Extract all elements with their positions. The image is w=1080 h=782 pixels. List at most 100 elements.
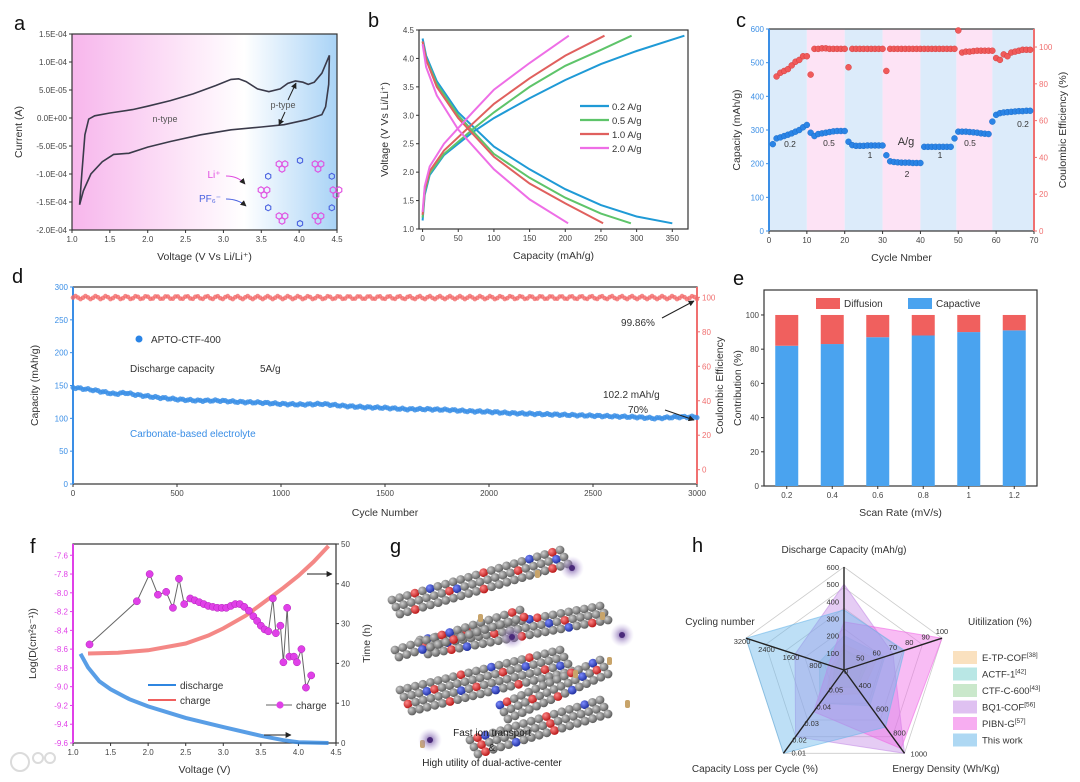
atom — [507, 730, 517, 740]
pf6-arrow — [225, 198, 247, 207]
atom — [519, 719, 528, 728]
pf6-ion-label: PF₆⁻ — [199, 194, 221, 205]
atom — [491, 685, 501, 695]
radar-tick-label: 80 — [905, 638, 913, 647]
y-tick-label: 1.5 — [403, 197, 415, 206]
atom — [449, 688, 459, 697]
atom — [556, 681, 566, 691]
atom — [572, 702, 582, 712]
watermark-logo — [10, 752, 56, 772]
atom — [525, 653, 534, 662]
legend-marker — [135, 335, 143, 343]
pf6-ion-icon — [569, 565, 575, 571]
radar-tick-label: 70 — [889, 643, 897, 652]
panel-letter: e — [733, 268, 744, 290]
atom — [584, 707, 594, 717]
atom — [454, 643, 464, 653]
atom — [548, 610, 558, 620]
lithium-ion-icon — [600, 612, 605, 620]
legend-label: 2.0 A/g — [612, 144, 642, 155]
atom — [486, 566, 496, 575]
y-tick-label: 300 — [751, 126, 765, 135]
radar-axis — [843, 669, 906, 754]
legend-label: This work — [982, 736, 1023, 747]
y-tick-label: 100 — [746, 311, 760, 320]
legend-swatch — [953, 684, 977, 697]
capacity-point — [947, 143, 954, 151]
radar-series — [825, 643, 878, 696]
capactive-bar — [775, 345, 799, 486]
atom — [439, 646, 449, 656]
efficiency-point — [845, 64, 852, 71]
y2-tick-label: 80 — [1039, 80, 1048, 89]
atom — [528, 694, 537, 704]
atom — [391, 602, 401, 612]
x-tick-label: 0.4 — [827, 491, 839, 500]
radar-tick-label: 400 — [859, 681, 872, 690]
diffusion-point — [264, 627, 273, 636]
pf6-ion-icon — [427, 737, 433, 743]
x-tick-label: 3.0 — [218, 748, 230, 757]
atom — [548, 547, 557, 557]
y-tick-label: -9.6 — [54, 739, 68, 748]
atom — [430, 685, 439, 694]
rate-label: 0.5 — [823, 138, 835, 148]
atom — [418, 695, 428, 705]
discharge-curve — [421, 38, 673, 225]
triazine-ring — [328, 172, 335, 180]
y-axis-label: Capacity (mAh/g) — [731, 89, 743, 170]
atom — [599, 702, 609, 712]
atom — [539, 698, 549, 708]
capacity-point — [917, 159, 924, 167]
atom — [546, 719, 555, 728]
atom — [555, 645, 565, 655]
panel-e-chart: 0 20 40 60 80 100 Scan Rate (mV/s) Contribution… — [732, 268, 1038, 519]
atom — [521, 698, 530, 707]
y-tick-label: 20 — [750, 448, 759, 457]
y2-tick-label: 0 — [702, 466, 707, 475]
atom — [507, 608, 517, 617]
logo-ring — [44, 752, 56, 764]
y2-tick-label: 40 — [702, 397, 711, 406]
rate-label: 0.2 — [1017, 119, 1029, 129]
radar-tick-label: 0.05 — [829, 686, 844, 695]
atom — [596, 672, 606, 682]
atom — [487, 582, 496, 592]
y2-tick-label: 0 — [1039, 227, 1044, 236]
atom — [540, 611, 550, 621]
atom — [476, 689, 485, 699]
x-tick-label: 1.0 — [67, 748, 79, 757]
legend-label: charge — [296, 701, 327, 712]
radar-axis-label: Discharge Capacity (mAh/g) — [781, 545, 906, 556]
diffusion-point — [162, 588, 171, 596]
panel-letter: d — [12, 266, 23, 288]
x-axis-label: Voltage (V) — [179, 764, 231, 776]
atom — [549, 685, 559, 694]
atom — [568, 614, 578, 624]
atom — [572, 606, 581, 615]
voltage-region-background — [72, 34, 337, 230]
atom — [557, 707, 567, 717]
atom — [510, 672, 520, 682]
capactive-bar — [866, 337, 890, 486]
caption-line: Fast ion transport — [453, 728, 531, 739]
atom — [488, 728, 498, 738]
rate-label: 0.2 — [784, 139, 796, 149]
panel-b-chart: 0 50 100 150 200 250 300 350 1.0 1.5 2.0 2.5 3.0 3.5 4… — [368, 10, 689, 262]
atom — [495, 676, 504, 686]
atom — [460, 623, 470, 632]
atom — [475, 673, 485, 683]
x-tick-label: 70 — [1030, 236, 1039, 245]
atom — [425, 642, 435, 652]
atom — [595, 601, 605, 611]
atom — [437, 589, 447, 598]
y2-tick-label: 60 — [702, 362, 711, 371]
atom — [517, 691, 526, 700]
atom — [588, 714, 598, 724]
plot-frame — [72, 543, 337, 744]
atom — [542, 688, 552, 698]
atom — [487, 678, 497, 688]
atom — [559, 671, 569, 681]
triazine-ring — [265, 204, 272, 212]
atom — [540, 566, 550, 576]
